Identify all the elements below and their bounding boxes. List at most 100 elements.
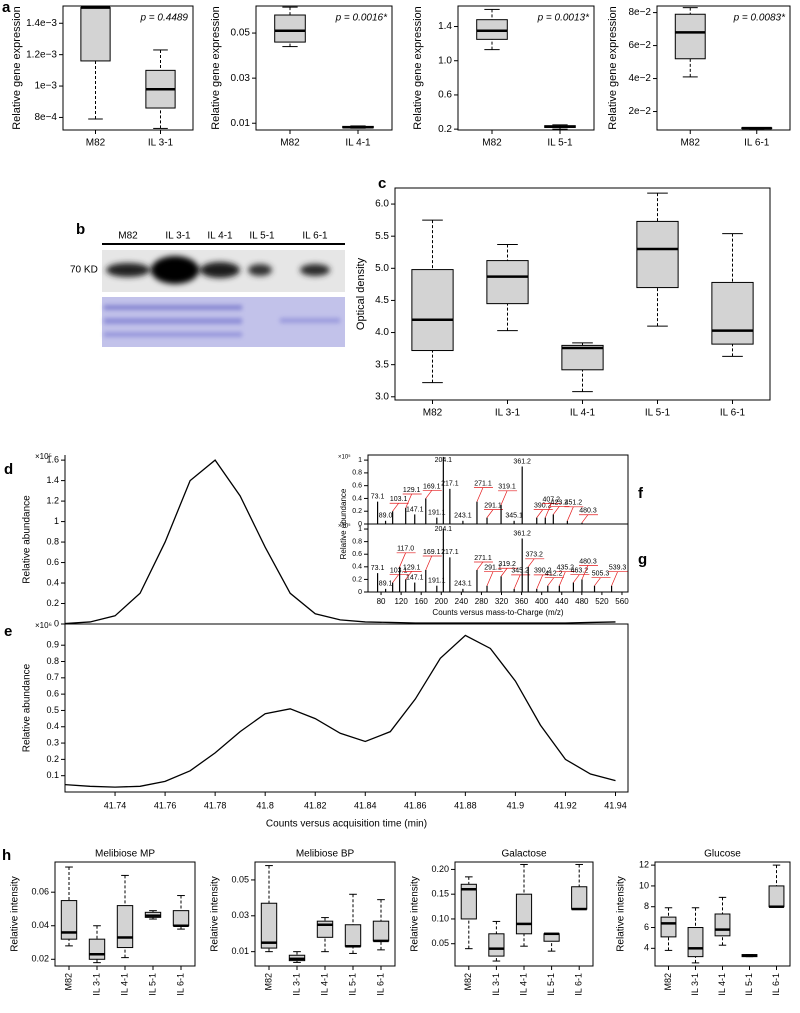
peak-label: 217.1 [441, 549, 459, 556]
box [674, 13, 706, 60]
y-tick-label: 0.05 [231, 874, 249, 884]
y-tick-label: 0.6 [46, 557, 59, 567]
peak-label: 361.2 [513, 530, 531, 537]
y-axis-label: Relative gene expression [607, 6, 619, 130]
y-tick-label: 8 [644, 901, 649, 911]
leader-line [425, 555, 433, 571]
y-tick-label: 0.8 [46, 656, 59, 666]
y-tick-label: 0.8 [352, 538, 362, 545]
x-tick-label: IL 3-1 [291, 973, 301, 996]
x-tick-label: 280 [475, 597, 489, 606]
panel-letter: g [638, 551, 647, 568]
y-tick-label: 0.20 [431, 864, 449, 874]
stain-band [104, 318, 242, 324]
box [561, 344, 604, 371]
peak-label: 89.1 [379, 581, 393, 588]
x-tick-label: 41.8 [256, 800, 274, 810]
x-tick-label: 440 [555, 597, 569, 606]
x-tick-label: M82 [463, 973, 473, 991]
leader-line [476, 487, 484, 502]
y-axis-label: Relative abundance [22, 495, 33, 584]
peak-label: 480.3 [579, 558, 597, 565]
y-tick-label: 0.1 [46, 770, 59, 780]
box [711, 281, 754, 345]
x-tick-label: 120 [394, 597, 408, 606]
y-tick-label: 0.04 [31, 920, 49, 930]
y-tick-label: 0 [358, 521, 362, 528]
peak-label: 390.2 [534, 568, 552, 575]
panel-letter: b [76, 221, 85, 238]
lane-label: M82 [118, 231, 138, 242]
peak-label: 373.2 [525, 552, 543, 559]
peak-label: 319.2 [498, 561, 516, 568]
x-tick-label: IL 5-1 [645, 408, 671, 419]
x-tick-label: 480 [575, 597, 589, 606]
p-value: p = 0.0083* [733, 13, 787, 24]
y-tick-label: 0.2 [438, 124, 452, 135]
x-tick-label: 41.94 [604, 800, 627, 810]
leader-line [544, 503, 552, 518]
y-tick-label: 0.4 [352, 495, 362, 502]
y-tick-label: 1.0 [438, 55, 452, 66]
peak-label: 243.1 [454, 513, 472, 520]
stain-band [104, 305, 242, 310]
box [344, 924, 362, 947]
leader-line [392, 574, 399, 583]
x-tick-label: IL 4-1 [570, 408, 596, 419]
y-axis-label: Relative intensity [616, 876, 627, 952]
band [200, 262, 240, 278]
box [687, 927, 704, 958]
chart-title: Melibiose MP [95, 849, 155, 860]
peak-label: 191.1 [428, 578, 446, 585]
band [300, 264, 330, 276]
panel-letter: e [4, 623, 12, 640]
lane-label: IL 3-1 [165, 231, 191, 242]
box [714, 913, 731, 937]
x-axis-label: Counts versus mass-to-Charge (m/z) [432, 608, 563, 617]
panel-letter: f [638, 485, 644, 502]
peak-label: 73.1 [371, 493, 385, 500]
y-tick-label: 8e−4 [34, 112, 57, 123]
peak-label: 89.0 [379, 513, 393, 520]
peak-label: 73.1 [371, 565, 385, 572]
peak-label: 147.1 [406, 506, 424, 513]
x-tick-label: 80 [377, 597, 386, 606]
y-tick-label: 0.4 [46, 577, 59, 587]
y-tick-label: 4 [644, 943, 649, 953]
y-tick-label: 6 [644, 922, 649, 932]
box [260, 902, 278, 949]
x-tick-label: 41.78 [204, 800, 227, 810]
box [486, 260, 529, 305]
x-tick-label: IL 3-1 [91, 973, 101, 996]
y-tick-label: 0 [54, 618, 59, 628]
leader-line [486, 509, 494, 518]
x-tick-label: IL 5-1 [744, 973, 754, 996]
peak-label: 169.1 [423, 549, 441, 556]
p-value: p = 0.0016* [335, 13, 389, 24]
peak-label: 291.1 [484, 565, 502, 572]
x-tick-label: M82 [86, 138, 106, 149]
x-tick-label: 41.76 [154, 800, 177, 810]
peak-label: 191.1 [428, 509, 446, 516]
y-tick-label: 1.4e−3 [26, 18, 57, 29]
box [88, 938, 106, 960]
x-tick-label: M82 [63, 973, 73, 991]
leader-line [500, 490, 508, 505]
y-axis-label: Relative abundance [339, 488, 348, 559]
x-tick-label: 41.9 [507, 800, 525, 810]
leader-line [399, 552, 406, 567]
x-tick-label: 320 [495, 597, 509, 606]
y-tick-label: 0.2 [352, 508, 362, 515]
y-tick-label: 0.2 [46, 754, 59, 764]
peak-label: 129.1 [403, 487, 421, 494]
box [660, 916, 677, 938]
peak-label: 103.1 [390, 496, 408, 503]
peak-label: 129.1 [403, 564, 421, 571]
y-tick-label: 1.2 [46, 495, 59, 505]
chart-title: Melibiose BP [296, 849, 355, 860]
y-tick-label: 1e−3 [34, 81, 57, 92]
box [636, 220, 679, 289]
stain-band [104, 332, 242, 337]
